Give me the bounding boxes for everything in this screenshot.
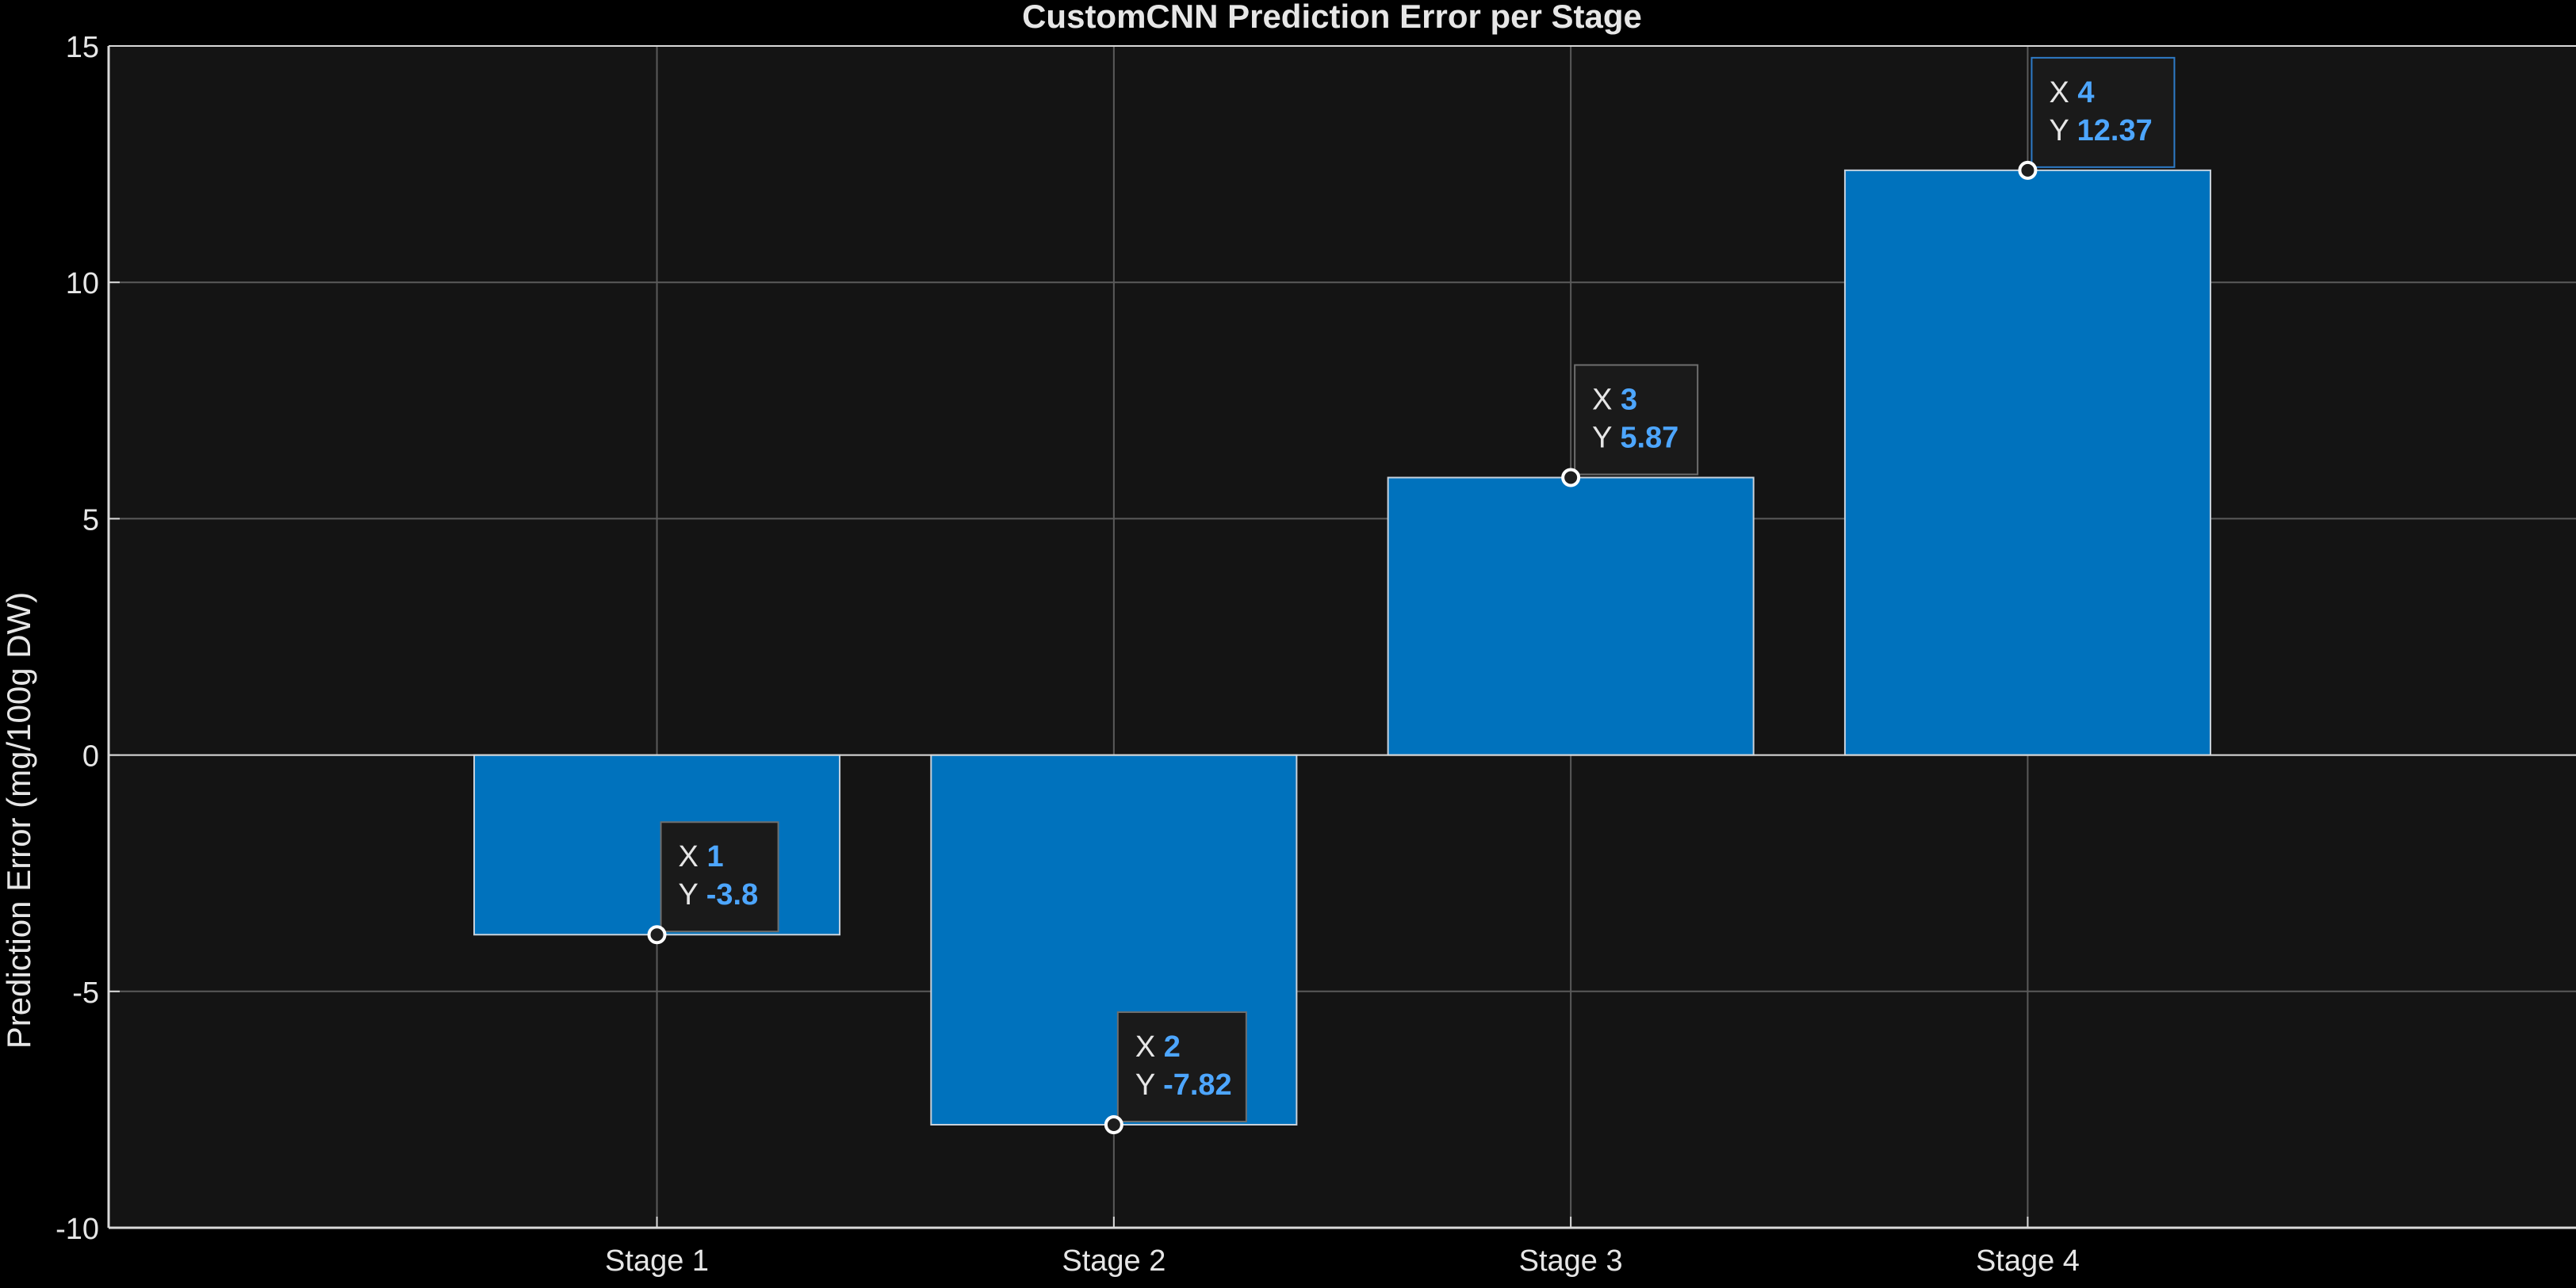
bars [473,169,2211,1126]
datatip-y-row: Y -7.82 [1135,1068,1232,1102]
y-tick-label: 0 [82,740,99,774]
tick-labels: -10 -5 0 5 10 15 Stage 1 Stage 2 Stage 3 Stage 4 [56,31,2080,1278]
x-tick-label: Stage 4 [1976,1244,2080,1278]
y-tick-label: 15 [66,31,99,64]
datatip-y-value: 12.37 [2077,114,2153,147]
datatip-marker [1104,1114,1123,1134]
datatip-x-label: X [679,840,707,873]
datatip-y-value: -7.82 [1163,1068,1232,1102]
datatip-box [1116,1011,1247,1122]
datatip: X 4Y 12.37 [2018,56,2176,180]
datatip-x-row: X 1 [679,840,724,873]
datatip-y-value: 5.87 [1620,422,1678,455]
datatip-x-label: X [1135,1030,1164,1064]
datatip-y-label: Y [1592,422,1620,455]
axes [107,45,2576,1229]
datatip-x-label: X [2049,76,2077,109]
datatip-y-label: Y [679,878,706,912]
datatip: X 3Y 5.87 [1561,364,1699,487]
datatip-y-value: -3.8 [706,878,758,912]
bar [1387,476,1755,756]
bar [473,754,841,936]
datatip-box [660,821,779,933]
x-tick-label: Stage 1 [605,1244,709,1278]
y-tick-label: -10 [56,1213,99,1246]
datatip-y-label: Y [1135,1068,1163,1102]
x-tick-label: Stage 2 [1062,1244,1166,1278]
datatip-y-row: Y -3.8 [679,878,759,912]
datatips: X 1Y -3.8X 2Y -7.82X 3Y 5.87X 4Y 12.37 [647,56,2176,1134]
datatip: X 1Y -3.8 [647,821,779,945]
datatip-x-value: 3 [1621,384,1637,417]
datatip-x-row: X 2 [1135,1030,1181,1064]
y-axis-label: Prediction Error (mg/100g DW) [0,592,37,1049]
datatip-marker [647,925,667,945]
chart-title: CustomCNN Prediction Error per Stage [1022,0,1642,35]
datatip-y-label: Y [2049,114,2076,147]
y-tick-label: -5 [72,977,99,1010]
datatip-x-value: 1 [706,840,723,873]
x-tick-label: Stage 3 [1519,1244,1623,1278]
datatip-x-row: X 4 [2049,76,2094,109]
datatip-x-row: X 3 [1592,384,1637,417]
datatip-marker [1561,468,1581,487]
datatip-x-value: 4 [2077,76,2094,109]
datatip-y-row: Y 12.37 [2049,114,2152,147]
bar [1843,169,2211,756]
y-tick-label: 5 [82,503,99,537]
datatip: X 2Y -7.82 [1104,1011,1247,1134]
datatip-marker [2018,160,2038,180]
datatip-box [2031,56,2176,168]
datatip-box [1574,364,1699,476]
datatip-x-label: X [1592,384,1621,417]
datatip-y-row: Y 5.87 [1592,422,1678,455]
datatip-x-value: 2 [1164,1030,1181,1064]
y-tick-label: 10 [66,267,99,300]
